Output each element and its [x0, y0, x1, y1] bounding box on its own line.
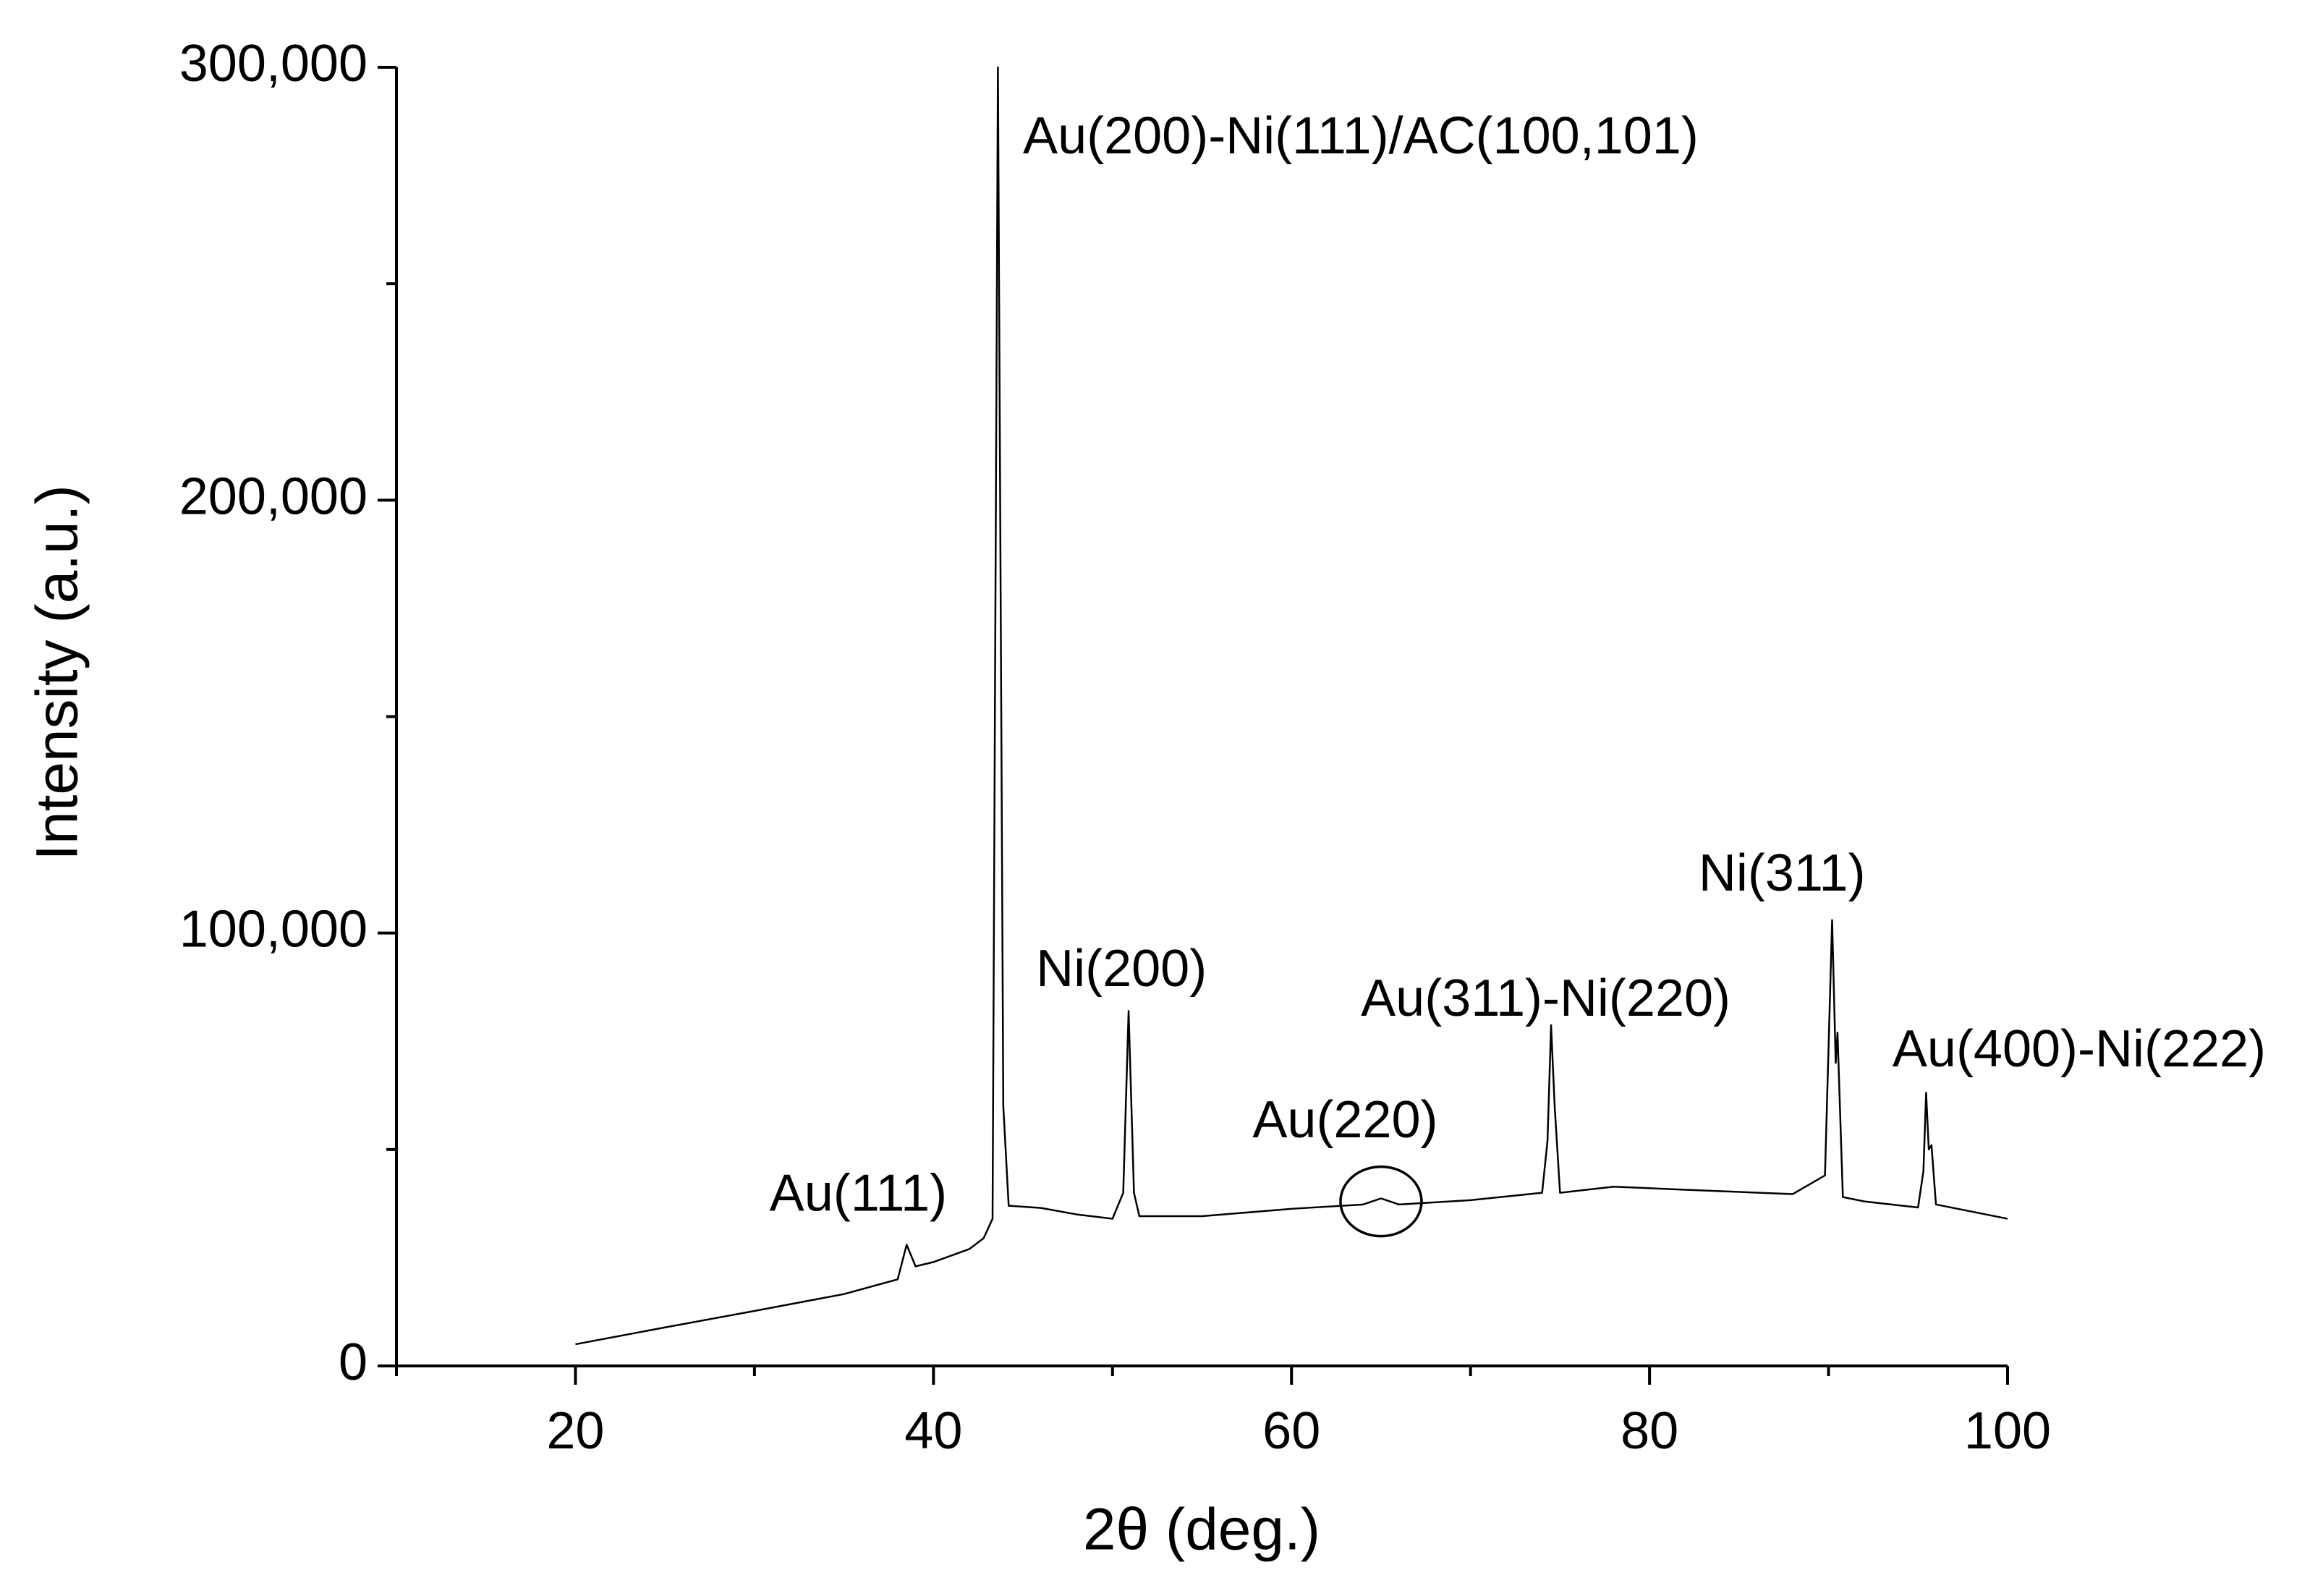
annotation: Ni(200): [1036, 940, 1207, 998]
annotation: Au(200)-Ni(111)/AC(100,101): [1023, 107, 1699, 165]
data-line: [575, 66, 2008, 1346]
x-tick-label: 80: [1621, 1402, 1678, 1460]
y-tick-label: 300,000: [179, 35, 368, 93]
y-tick-label: 200,000: [179, 467, 368, 525]
x-axis-title: 2θ (deg.): [1083, 1497, 1320, 1563]
y-tick-label: 0: [339, 1333, 368, 1391]
annotation: Au(220): [1252, 1091, 1437, 1149]
y-tick-label: 100,000: [179, 901, 368, 959]
x-tick-label: 60: [1262, 1402, 1320, 1460]
annotation: Au(400)-Ni(222): [1893, 1020, 2266, 1078]
annotation: Ni(311): [1699, 844, 1866, 902]
x-tick-label: 40: [904, 1402, 962, 1460]
annotation: Au(311)-Ni(220): [1361, 969, 1730, 1027]
annotation: Au(111): [770, 1165, 947, 1223]
x-tick-label: 100: [1964, 1402, 2051, 1460]
y-axis-title: Intensity (a.u.): [25, 485, 90, 861]
highlight-circle: [1339, 1165, 1423, 1238]
x-tick-label: 20: [546, 1402, 604, 1460]
